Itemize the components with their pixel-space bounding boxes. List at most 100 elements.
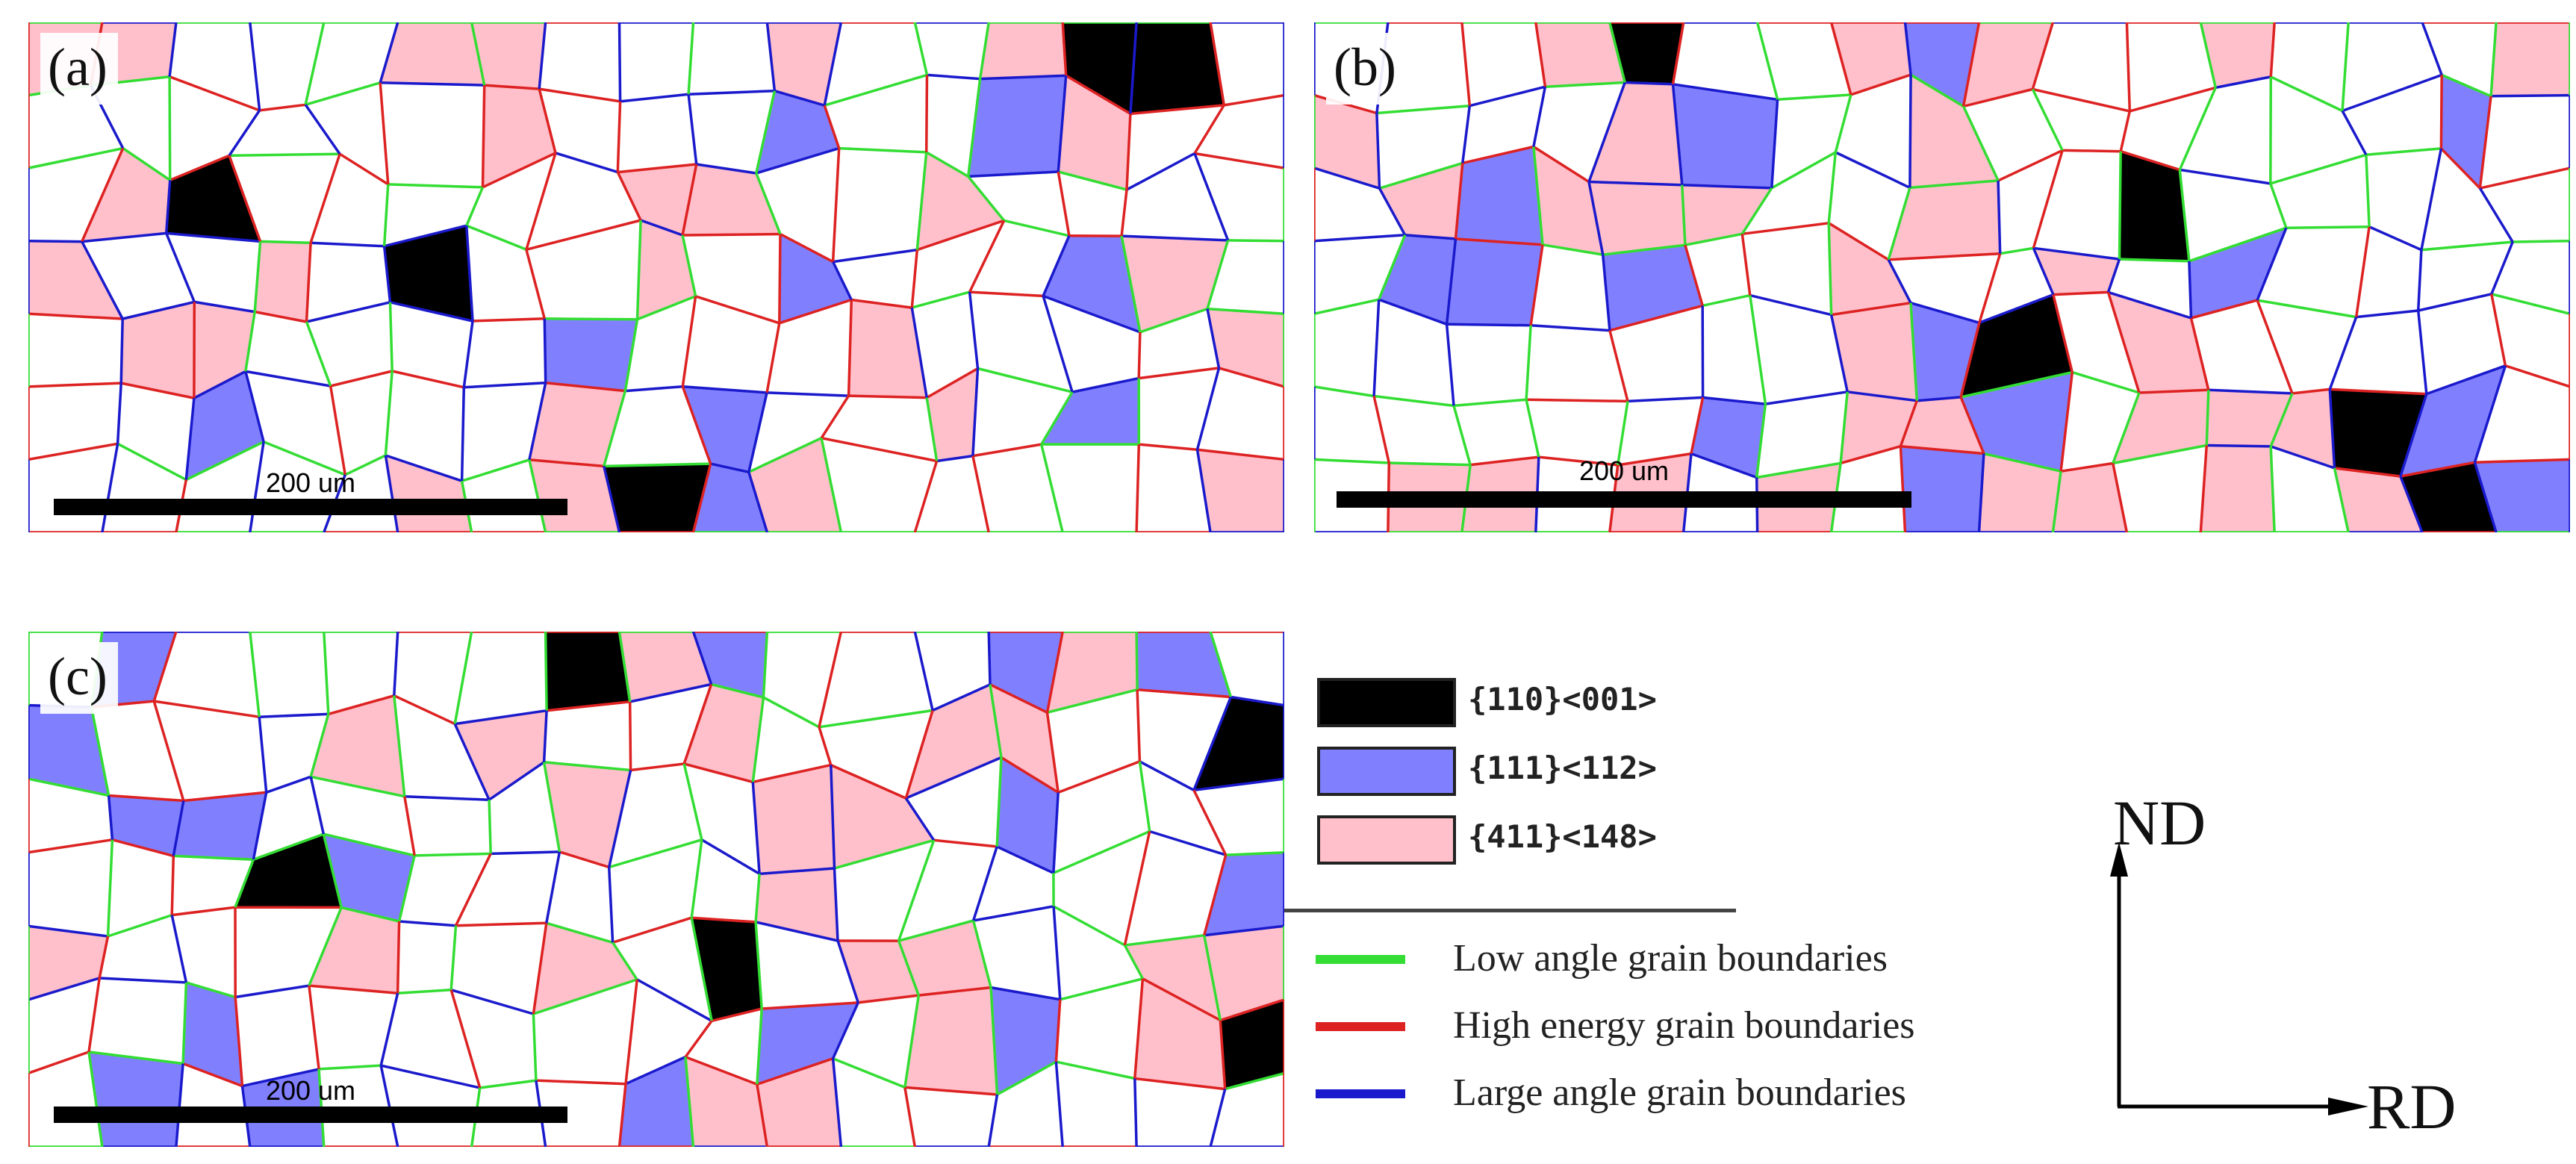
grain-boundary (397, 855, 416, 922)
grain-boundary (1831, 301, 1911, 317)
grain (172, 907, 236, 998)
grain-boundary (977, 367, 1073, 393)
grain-boundary (2491, 293, 2570, 315)
grain (245, 371, 346, 475)
grain-boundary (1834, 94, 1852, 153)
axis-label-nd: ND (2113, 787, 2206, 859)
grain-boundary (851, 298, 912, 309)
grain-boundary (1042, 235, 1071, 297)
grain-boundary (823, 22, 843, 106)
grain-boundary (122, 300, 195, 320)
grain-boundary (847, 299, 853, 396)
grain-boundary (684, 1020, 713, 1058)
grain (906, 684, 1001, 799)
grain (691, 839, 760, 922)
grain (1314, 299, 1379, 396)
grain (637, 220, 696, 320)
grain-boundary (681, 234, 697, 297)
grain-boundary (1749, 295, 1767, 405)
grain-boundary (691, 916, 756, 924)
legend-swatch-110-001 (1317, 678, 1456, 727)
grain-boundary (1375, 113, 1381, 189)
grain-boundary (624, 979, 638, 1084)
grain-boundary (1587, 181, 1605, 255)
grain-boundary-map-c (28, 632, 1284, 1147)
grain-boundary (756, 1008, 763, 1085)
grain (1121, 153, 1228, 240)
grain (1533, 146, 1603, 255)
grain (305, 82, 388, 184)
grain (381, 989, 480, 1088)
grain-boundary (2107, 290, 2192, 320)
grain-boundary (969, 290, 1044, 298)
grain-boundary (1770, 151, 1837, 190)
grain (926, 75, 980, 177)
grain-boundary (755, 172, 782, 235)
grain (1756, 391, 1848, 478)
grain-boundary (2269, 183, 2288, 228)
grain-boundary (1052, 906, 1062, 1000)
grain-boundary (1139, 443, 1198, 451)
grain-boundary (2368, 225, 2422, 252)
grain-boundary (1389, 461, 1471, 467)
grain (1043, 235, 1140, 332)
grain-boundary (28, 924, 108, 938)
grain-boundary (393, 694, 455, 726)
grain-boundary (559, 850, 610, 869)
grain (455, 632, 547, 724)
grain-boundary (1139, 307, 1208, 334)
grain (1684, 234, 1750, 306)
grain-boundary (544, 632, 548, 711)
grain-boundary (28, 239, 82, 243)
grain-boundary (399, 920, 456, 927)
grain-boundary (460, 387, 466, 482)
grain-boundary (609, 838, 703, 869)
grain-boundary (1978, 253, 2002, 323)
grain-boundary (1900, 444, 1985, 455)
grain-boundary (122, 147, 171, 181)
grain-boundary (397, 989, 452, 995)
grain-boundary (379, 22, 399, 84)
grain-boundary (259, 712, 329, 718)
grain-boundary (2031, 22, 2055, 90)
grain-boundary (472, 317, 545, 323)
grain (1535, 22, 1625, 87)
grain-boundary (925, 397, 939, 461)
grain (2334, 467, 2423, 532)
grain (848, 299, 927, 398)
grain (539, 89, 620, 172)
grain-boundary (2400, 461, 2475, 478)
grain (2180, 76, 2271, 184)
scale-bar-label-b: 200 um (1578, 455, 1670, 486)
grain-boundary (1740, 234, 1752, 296)
grain (451, 923, 547, 1014)
grain-boundary (107, 913, 172, 938)
grain (1197, 367, 1284, 460)
grain (1900, 396, 1984, 454)
grain-boundary (2474, 458, 2570, 464)
grain (81, 148, 170, 242)
grain-boundary (1057, 760, 1141, 794)
grain-boundary (1195, 367, 1221, 450)
grain (1056, 1062, 1137, 1147)
grain-boundary (2269, 393, 2294, 447)
grain-boundary (2106, 291, 2141, 393)
grain-boundary (1126, 152, 1195, 191)
grain-boundary (821, 436, 937, 463)
grain-boundary (2112, 463, 2129, 532)
grain-boundary (1224, 93, 1284, 107)
grain (1054, 906, 1143, 1000)
grain-boundary (1053, 905, 1126, 947)
grain-boundary (532, 978, 638, 1015)
grain-boundary (1829, 314, 1849, 393)
grain-boundary (1684, 244, 1704, 306)
grain-boundary (538, 88, 557, 154)
grain-boundary (181, 982, 188, 1064)
grain-boundary (2178, 169, 2191, 261)
grain (1127, 105, 1225, 190)
grain-boundary (2129, 86, 2216, 113)
grain (399, 853, 491, 926)
grain-boundary (339, 152, 389, 186)
grain (390, 302, 473, 388)
grain (323, 632, 398, 715)
